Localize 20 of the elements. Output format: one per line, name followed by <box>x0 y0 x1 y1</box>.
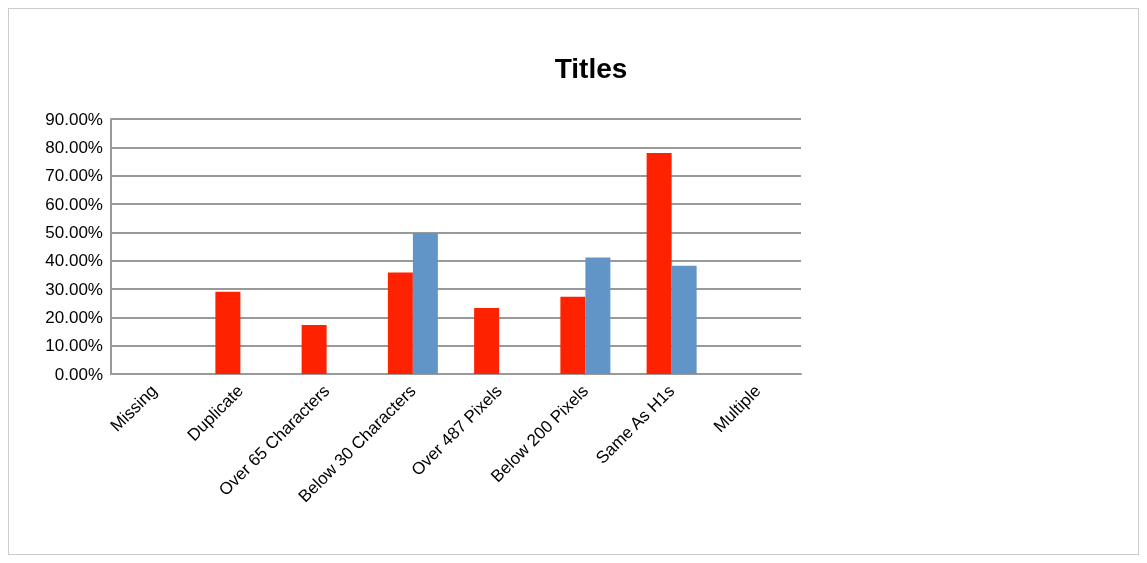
y-tick-label: 80.00% <box>45 137 103 157</box>
y-tick-label: 10.00% <box>45 336 103 356</box>
bar <box>387 272 413 374</box>
y-tick-label: 0.00% <box>54 364 103 384</box>
y-tick-label: 50.00% <box>45 222 103 242</box>
y-tick-label: 60.00% <box>45 194 103 214</box>
y-tick-label: 30.00% <box>45 279 103 299</box>
bar <box>412 232 438 374</box>
bar <box>646 153 672 374</box>
bar <box>671 265 697 374</box>
bar <box>474 307 500 374</box>
y-tick-label: 20.00% <box>45 307 103 327</box>
bar <box>215 291 241 374</box>
y-tick-label: 70.00% <box>45 166 103 186</box>
bar <box>585 257 611 374</box>
chart-title: Titles <box>554 52 628 84</box>
bar <box>301 324 327 374</box>
y-tick-label: 90.00% <box>45 109 103 129</box>
y-tick-label: 40.00% <box>45 251 103 271</box>
bar <box>560 296 586 374</box>
